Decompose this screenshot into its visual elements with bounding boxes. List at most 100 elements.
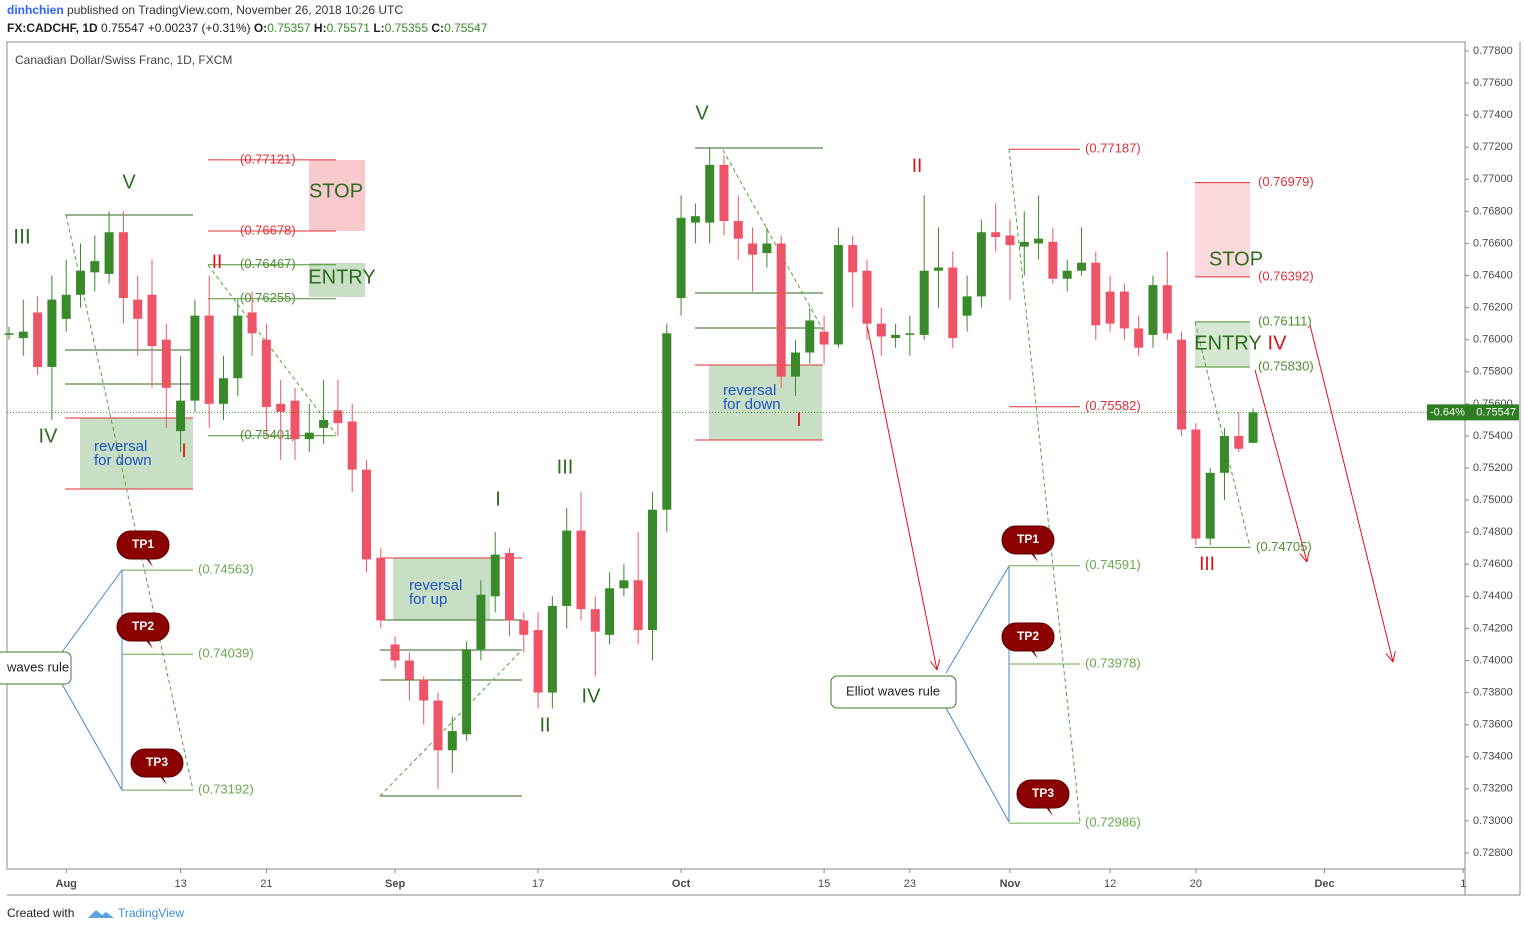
arrow-head: [1385, 653, 1394, 663]
candle-body: [347, 421, 357, 470]
candle-body: [576, 530, 586, 610]
y-tick-label: 0.77200: [1473, 141, 1513, 153]
o-label: O:: [254, 21, 267, 35]
y-tick-label: 0.74600: [1473, 558, 1513, 570]
candle-body: [476, 594, 486, 650]
h-label: H:: [314, 21, 327, 35]
annotation: III: [557, 456, 574, 478]
x-tick-label: Oct: [672, 878, 691, 890]
y-tick-label: 0.74000: [1473, 654, 1513, 666]
published: published on TradingView.com, November 2…: [67, 3, 403, 17]
annotation: STOP: [1209, 248, 1263, 270]
candle-body: [1234, 435, 1244, 449]
rule-line: [61, 569, 123, 653]
target-label: TP2: [1017, 629, 1039, 643]
candle-body: [533, 630, 543, 693]
o-value: 0.75357: [267, 21, 311, 35]
wave-line: [722, 149, 824, 331]
candle-body: [490, 554, 500, 597]
annotation: V: [122, 171, 136, 193]
candle-body: [519, 620, 529, 635]
rule-label: Elliot waves rule: [846, 683, 940, 698]
candle-body: [433, 700, 443, 751]
level-label: (0.76111): [1258, 313, 1312, 328]
h-value: 0.75571: [327, 21, 371, 35]
level-label: (0.76392): [1258, 268, 1314, 283]
candle-body: [218, 378, 228, 404]
level-label: (0.76467): [240, 256, 296, 271]
candle-body: [161, 339, 171, 388]
arrow: [1254, 369, 1308, 563]
l-label: L:: [373, 21, 384, 35]
c-value: 0.75547: [444, 21, 488, 35]
reversal-box: [709, 365, 822, 440]
annotation: ENTRY: [308, 266, 375, 288]
candle-body: [933, 267, 943, 271]
candle-body: [719, 164, 729, 222]
level-label: (0.73192): [198, 782, 254, 797]
candle-body: [919, 270, 929, 335]
annotation: I: [796, 410, 801, 431]
y-tick-label: 0.74200: [1473, 622, 1513, 634]
candle-body: [290, 400, 300, 440]
candle-body: [1248, 412, 1258, 443]
price-tag-change: -0.64%: [1430, 406, 1465, 418]
l-value: 0.75355: [385, 21, 429, 35]
wave-line: [207, 264, 337, 435]
annotation: ENTRY: [1194, 332, 1261, 354]
annotation: for down: [94, 452, 152, 469]
candle-body: [204, 315, 214, 404]
y-tick-label: 0.76200: [1473, 302, 1513, 314]
candle-body: [690, 216, 700, 223]
target-label: TP1: [1017, 532, 1039, 546]
candle-body: [862, 270, 872, 324]
candle-body: [1191, 429, 1201, 539]
x-tick-label: Nov: [1000, 878, 1022, 890]
candle-body: [233, 315, 243, 379]
candle-body: [61, 294, 71, 319]
y-tick-label: 0.76800: [1473, 205, 1513, 217]
symbol-line: FX:CADCHF, 1D 0.75547 +0.00237 (+0.31%) …: [7, 21, 488, 35]
rule-line: [945, 707, 1010, 823]
candle-body: [991, 232, 1001, 238]
level-label: (0.77187): [1085, 141, 1141, 156]
candle-body: [733, 221, 743, 239]
target-bubble: [1016, 779, 1070, 809]
annotation: III: [1199, 554, 1215, 575]
arrow-head: [1306, 551, 1310, 563]
candle-body: [590, 609, 600, 632]
candle-body: [4, 333, 14, 335]
candle-body: [562, 530, 572, 606]
annotation: II: [912, 156, 923, 177]
x-tick-label: 12: [1104, 878, 1116, 890]
annotation: IV: [582, 685, 602, 707]
arrow: [865, 319, 938, 671]
candle-body: [319, 419, 329, 428]
stop-box: [309, 160, 365, 231]
rule-label: waves rule: [6, 659, 69, 674]
arrow: [1309, 324, 1394, 663]
y-tick-label: 0.77800: [1473, 45, 1513, 57]
author: dinhchien: [7, 3, 64, 17]
x-tick-label: 1: [1460, 878, 1466, 890]
annotation: I: [181, 441, 186, 462]
plot-frame: [6, 41, 1466, 870]
y-tick-label: 0.75800: [1473, 366, 1513, 378]
candle-body: [376, 557, 386, 621]
price-tag-value: 0.75547: [1476, 406, 1516, 418]
x-tick-label: 13: [174, 878, 186, 890]
y-tick-label: 0.75400: [1473, 430, 1513, 442]
change: +0.00237 (+0.31%): [148, 21, 251, 35]
candle-body: [547, 605, 557, 693]
candle-body: [833, 245, 843, 345]
candle-body: [819, 331, 829, 345]
entry-box: [309, 263, 365, 297]
candle-body: [762, 243, 772, 254]
candle-body: [118, 232, 128, 298]
y-tick-label: 0.76000: [1473, 334, 1513, 346]
rule-box: [830, 675, 957, 709]
reversal-box: [393, 558, 490, 620]
candle-body: [1048, 241, 1058, 279]
candle-body: [805, 320, 815, 353]
